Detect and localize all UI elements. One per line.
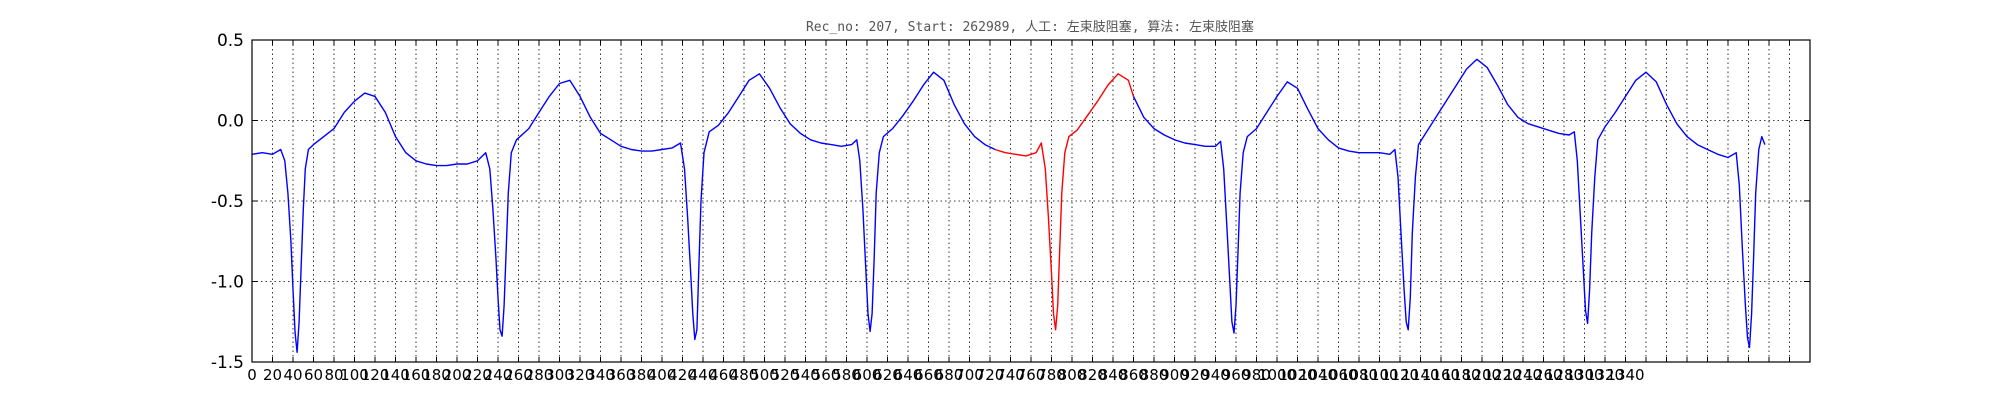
x-tick-label: 1120 [1381,366,1419,384]
y-tick-label: -1.0 [211,273,244,293]
grid-lines [252,40,1810,362]
x-tick-label: 40 [283,366,302,384]
x-tick-label: 280 [525,366,554,384]
x-tick-label: 1000 [1258,366,1296,384]
x-tick-label: 460 [709,366,738,384]
series-line-1 [251,71,996,353]
x-tick-label: 600 [853,366,882,384]
y-tick-label: -0.5 [211,192,244,212]
x-tick-label: 20 [263,366,282,384]
x-tick-label: 1060 [1319,366,1357,384]
x-tick-label: 720 [976,366,1005,384]
x-tick-label: 680 [935,366,964,384]
x-tick-label: 180 [422,366,451,384]
x-tick-label: 1160 [1422,366,1460,384]
x-tick-label: 820 [1078,366,1107,384]
x-tick-label: 0 [247,366,257,384]
x-tick-label: 840 [1099,366,1128,384]
x-tick-label: 740 [996,366,1025,384]
x-tick-label: 240 [484,366,513,384]
x-tick-label: 100 [340,366,369,384]
x-tick-label: 1220 [1483,366,1521,384]
x-tick-label: 200 [443,366,472,384]
x-tick-label: 880 [1140,366,1169,384]
x-tick-label: 420 [668,366,697,384]
x-tick-label: 1340 [1606,366,1644,384]
x-tick-label: 320 [566,366,595,384]
x-tick-label: 1100 [1360,366,1398,384]
x-tick-label: 1020 [1278,366,1316,384]
series-line-2 [994,73,1135,331]
x-axis: 0 20 40 60 801001201401601802002202402602803… [247,40,1811,384]
x-tick-label: 520 [771,366,800,384]
x-tick-label: 700 [955,366,984,384]
x-tick-label: 60 [304,366,323,384]
x-tick-label: 1080 [1340,366,1378,384]
x-tick-label: 980 [1242,366,1271,384]
x-tick-label: 920 [1181,366,1210,384]
x-tick-label: 360 [607,366,636,384]
x-tick-label: 560 [812,366,841,384]
x-tick-label: 1140 [1401,366,1439,384]
x-tick-label: 260 [504,366,533,384]
x-tick-label: 1280 [1545,366,1583,384]
x-tick-label: 120 [361,366,390,384]
x-tick-label: 340 [586,366,615,384]
x-tick-label: 540 [791,366,820,384]
y-tick-label: 0.5 [217,31,244,51]
y-axis: -1.5 -1.0 -0.5 0.0 0.5 [211,31,1810,373]
x-tick-label: 800 [1058,366,1087,384]
x-tick-label: 440 [689,366,718,384]
x-tick-label: 900 [1160,366,1189,384]
x-tick-label: 500 [750,366,779,384]
x-tick-label: 860 [1119,366,1148,384]
x-tick-label: 380 [627,366,656,384]
y-tick-label: -1.5 [211,353,244,373]
x-tick-label: 1040 [1299,366,1337,384]
x-tick-label: 960 [1222,366,1251,384]
x-tick-label: 940 [1201,366,1230,384]
x-tick-label: 80 [324,366,343,384]
x-tick-label: 400 [648,366,677,384]
x-tick-label: 620 [873,366,902,384]
x-tick-label: 220 [463,366,492,384]
chart-title: Rec_no: 207, Start: 262989, 人工: 左束肢阻塞, 算… [806,19,1254,35]
x-tick-label: 1200 [1463,366,1501,384]
x-tick-label: 1260 [1524,366,1562,384]
series-line-3 [1132,58,1766,349]
x-tick-label: 140 [381,366,410,384]
x-tick-label: 300 [545,366,574,384]
x-tick-label: 1180 [1442,366,1480,384]
x-tick-label: 480 [730,366,759,384]
x-tick-label: 760 [1017,366,1046,384]
x-tick-label: 160 [402,366,431,384]
x-tick-label: 640 [894,366,923,384]
x-tick-label: 660 [914,366,943,384]
x-tick-label: 580 [832,366,861,384]
x-tick-label: 1240 [1504,366,1542,384]
x-tick-label: 1320 [1586,366,1624,384]
x-tick-label: 780 [1037,366,1066,384]
y-tick-label: 0.0 [217,112,244,132]
x-tick-label: 1300 [1565,366,1603,384]
series-lines [251,58,1766,353]
